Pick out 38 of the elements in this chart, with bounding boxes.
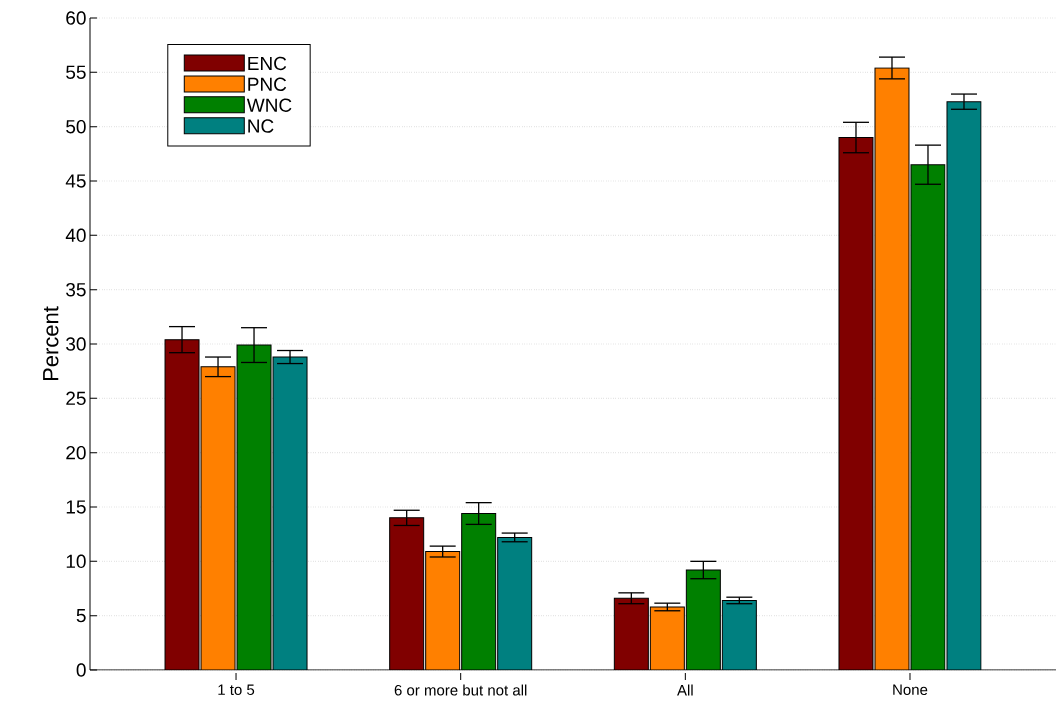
bar [497, 537, 532, 670]
bar [650, 606, 685, 670]
bar [165, 339, 200, 670]
bar [686, 570, 721, 670]
y-tick-label: 25 [66, 391, 86, 406]
bar [874, 67, 910, 670]
y-tick-label: 15 [66, 500, 86, 514]
legend-label: WNC [246, 98, 292, 112]
y-tick-label: 5 [76, 609, 86, 623]
legend-label: ENC [248, 56, 287, 71]
bar [425, 551, 460, 670]
y-tick-label: 30 [66, 337, 86, 351]
bar [237, 345, 272, 670]
legend-label: NC [248, 119, 274, 133]
bar [461, 513, 496, 670]
x-tick-label: 1 to 5 [218, 684, 255, 695]
y-tick-label: 45 [65, 174, 86, 188]
bar [910, 164, 946, 670]
bar [722, 600, 757, 670]
bar [946, 101, 982, 670]
bar [389, 517, 424, 670]
legend-label: PNC [248, 77, 287, 92]
y-tick-label: 10 [66, 554, 86, 569]
x-tick-label: None [893, 684, 928, 695]
y-axis-title: Percent [43, 306, 59, 381]
bar [273, 357, 308, 670]
bar [201, 366, 236, 670]
y-tick-label: 50 [66, 119, 86, 134]
x-tick-label: 6 or more but not all [394, 684, 527, 696]
y-tick-label: 40 [65, 228, 86, 243]
x-tick-label: All [677, 684, 693, 696]
y-tick-label: 0 [76, 663, 86, 677]
bar [838, 137, 874, 670]
y-tick-label: 60 [66, 11, 86, 25]
y-tick-label: 20 [66, 445, 86, 460]
bar [614, 598, 649, 670]
y-tick-label: 35 [66, 282, 86, 297]
y-tick-label: 55 [66, 65, 86, 79]
